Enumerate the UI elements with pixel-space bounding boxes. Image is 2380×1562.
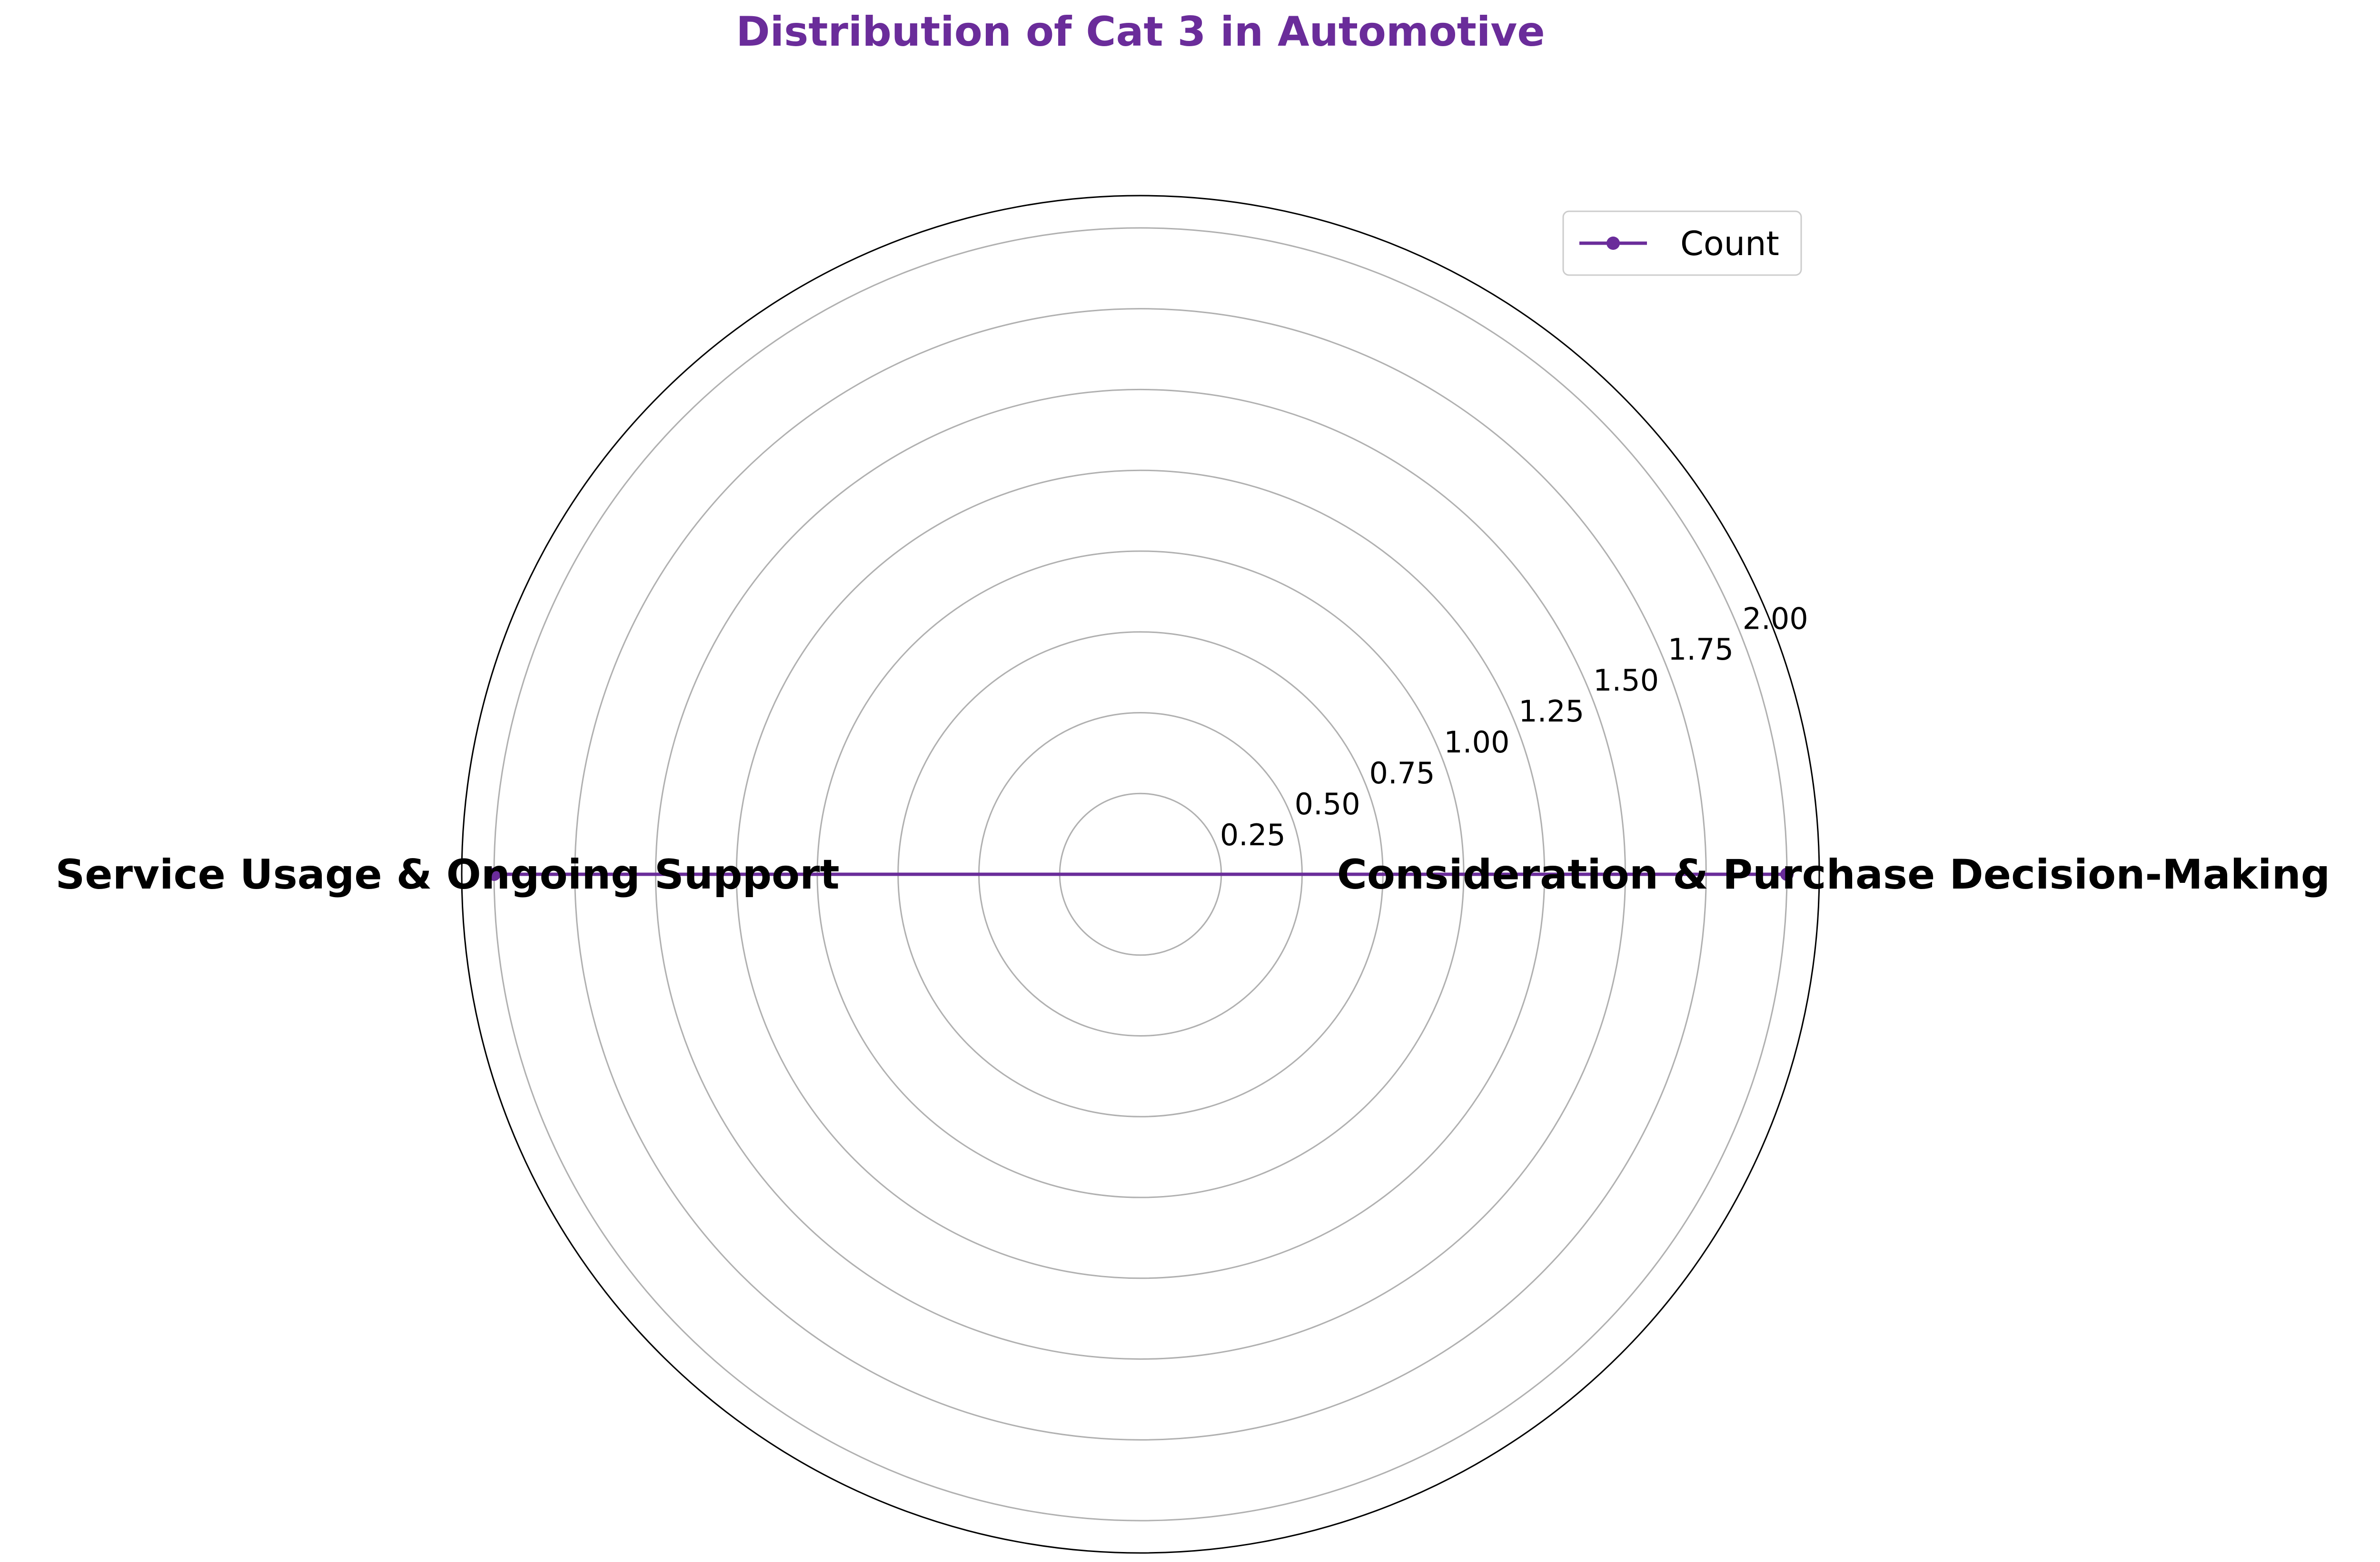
radial-tick-label: 1.50 [1593, 663, 1659, 698]
category-label: Consideration & Purchase Decision-Making [1337, 851, 2330, 899]
category-label: Service Usage & Ongoing Support [55, 851, 839, 899]
series-layer [487, 868, 1794, 881]
series-point [487, 868, 501, 881]
radial-tick-labels: 0.25 0.50 0.75 1.00 1.25 1.50 1.75 2.00 [1220, 601, 1808, 852]
legend-label: Count [1680, 224, 1779, 263]
radial-tick-label: 0.75 [1369, 756, 1435, 791]
radial-tick-label: 2.00 [1743, 601, 1808, 636]
legend-box [1562, 210, 1802, 276]
series-point [1780, 868, 1794, 881]
legend-dot-marker [1606, 237, 1620, 250]
radial-tick-label: 1.75 [1668, 632, 1734, 667]
radial-tick-label: 0.50 [1295, 787, 1360, 821]
radial-tick-label: 1.25 [1518, 694, 1584, 729]
legend: Count [1562, 210, 1802, 276]
radial-tick-label: 1.00 [1444, 725, 1509, 760]
polar-frame [461, 195, 1820, 1554]
chart-title: Distribution of Cat 3 in Automotive [736, 8, 1545, 56]
radial-tick-label: 0.25 [1220, 818, 1286, 852]
category-labels: Consideration & Purchase Decision-Making… [55, 851, 2330, 899]
